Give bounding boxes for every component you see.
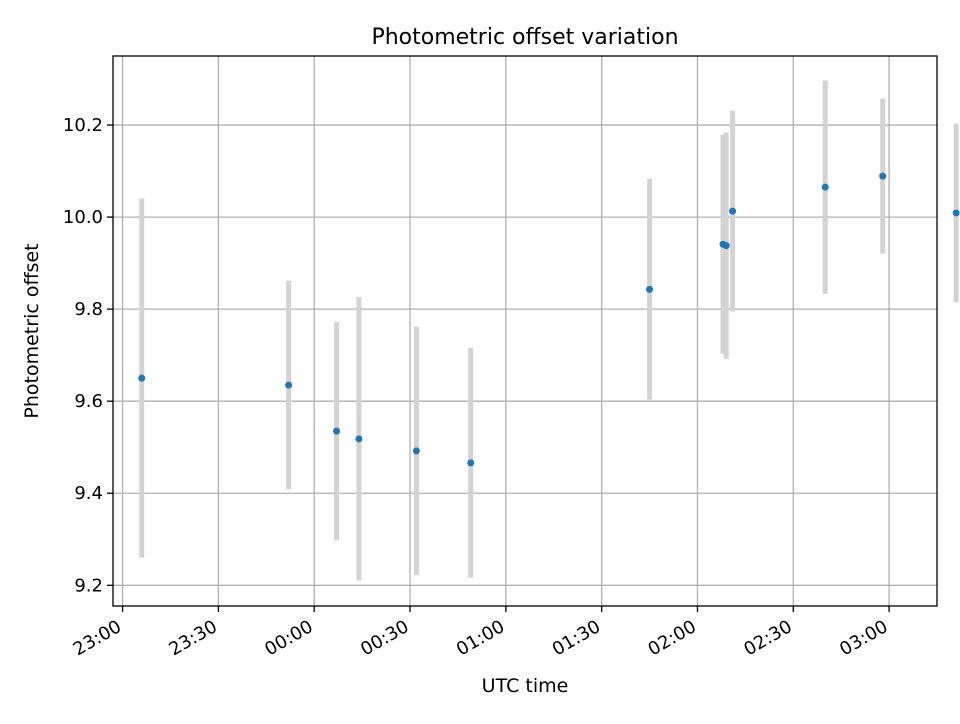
- y-tick-label-1: 9.4: [74, 483, 103, 504]
- data-point-0-3: [355, 435, 363, 443]
- data-point-0-8: [722, 242, 730, 250]
- data-point-0-2: [333, 427, 341, 435]
- y-tick-label-3: 9.8: [74, 299, 103, 320]
- y-axis-label: Photometric offset: [21, 243, 43, 418]
- chart-title: Photometric offset variation: [371, 25, 678, 50]
- y-tick-label-5: 10.2: [63, 115, 103, 136]
- data-point-0-1: [285, 381, 293, 389]
- y-tick-label-2: 9.6: [74, 391, 103, 412]
- data-point-0-5: [467, 459, 475, 467]
- data-point-0-12: [952, 209, 960, 217]
- data-point-0-10: [821, 183, 829, 191]
- grid-layer: [113, 56, 937, 606]
- data-point-0-4: [412, 447, 420, 455]
- data-point-0-0: [138, 374, 146, 382]
- y-tick-label-0: 9.2: [74, 575, 103, 596]
- data-point-0-6: [646, 285, 654, 293]
- y-tick-label-4: 10.0: [63, 207, 103, 228]
- plot-frame: [112, 55, 938, 607]
- plot-area: [113, 56, 937, 606]
- point-layer: [138, 172, 960, 467]
- data-point-0-9: [729, 207, 737, 215]
- data-point-0-11: [879, 172, 887, 180]
- x-axis-label: UTC time: [482, 675, 569, 697]
